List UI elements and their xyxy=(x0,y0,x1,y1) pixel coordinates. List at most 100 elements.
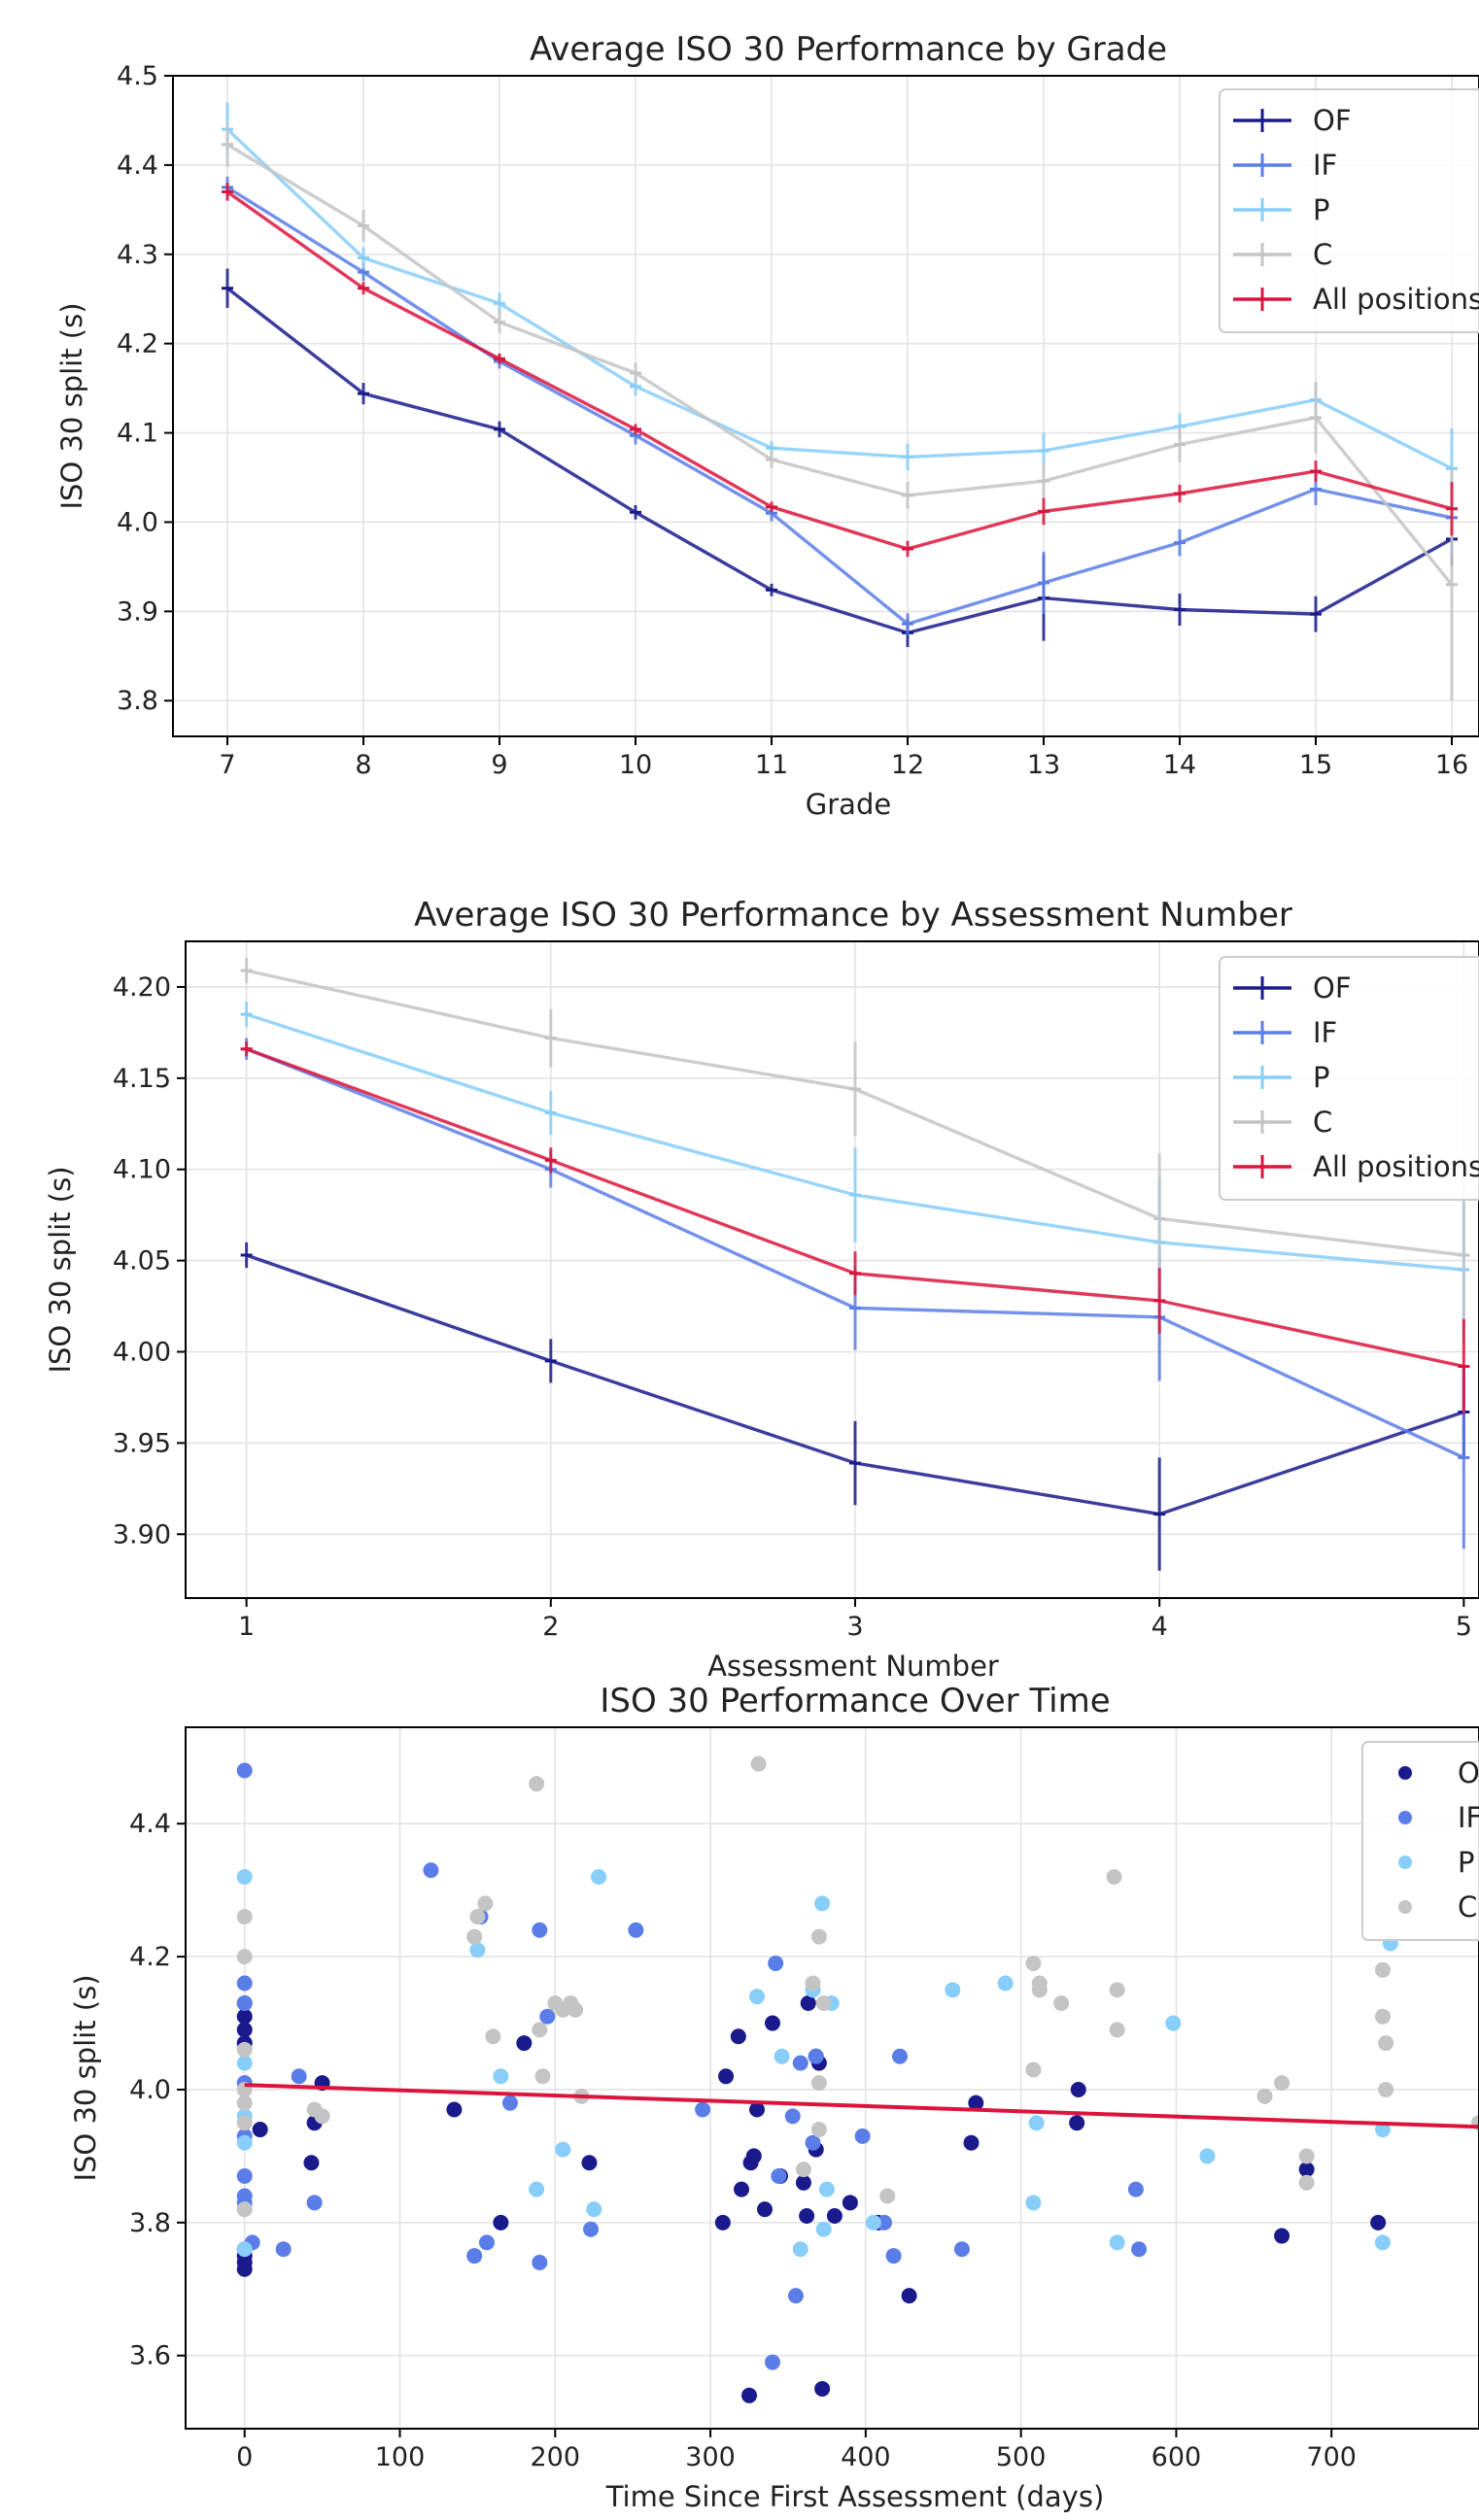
chart-title: Average ISO 30 Performance by Grade xyxy=(530,30,1167,69)
scatter-point xyxy=(236,2201,253,2218)
scatter-point xyxy=(1070,2081,1086,2097)
scatter-point xyxy=(275,2241,292,2258)
chart-title: Average ISO 30 Performance by Assessment… xyxy=(414,896,1292,935)
scatter-point xyxy=(303,2155,320,2171)
scatter-point xyxy=(466,2248,483,2265)
scatter-point xyxy=(815,2221,832,2237)
scatter-point xyxy=(466,1928,483,1945)
scatter-point xyxy=(749,2101,766,2118)
legend: OF IF PC xyxy=(1361,1741,1479,1941)
y-tick-label: 4.3 xyxy=(117,240,158,270)
y-tick-label: 4.20 xyxy=(113,972,171,1003)
series-all-positions xyxy=(240,1041,1470,1414)
scatter-point xyxy=(1374,2234,1391,2251)
x-axis-label: Time Since First Assessment (days) xyxy=(605,2480,1105,2513)
scatter-point xyxy=(583,2221,600,2237)
scatter-point xyxy=(236,2134,253,2151)
y-tick-label: 4.00 xyxy=(113,1338,171,1368)
x-tick-label: 7 xyxy=(219,750,235,780)
x-tick-label: 700 xyxy=(1306,2442,1357,2472)
x-tick-label: 10 xyxy=(619,750,652,780)
scatter-point xyxy=(784,2108,801,2125)
y-tick-label: 3.95 xyxy=(113,1428,171,1458)
legend-item-p: P xyxy=(1233,1061,1330,1094)
scatter-point xyxy=(774,2048,790,2064)
scatter-point xyxy=(539,2008,556,2025)
scatter-point xyxy=(236,2055,253,2071)
legend-label: OF xyxy=(1313,971,1352,1005)
scatter-point xyxy=(799,2208,815,2225)
plot-area xyxy=(236,1755,1479,2403)
scatter-point xyxy=(469,1909,486,1925)
scatter-point xyxy=(1131,2241,1148,2258)
legend-item-all-positions: All positions xyxy=(1233,283,1479,316)
series-if xyxy=(236,1762,1148,2370)
x-tick-label: 500 xyxy=(996,2442,1047,2472)
x-tick-label: 11 xyxy=(755,750,788,780)
scatter-point xyxy=(236,1868,253,1885)
scatter-point xyxy=(1109,2022,1125,2038)
scatter-point xyxy=(1274,2228,1290,2244)
scatter-point xyxy=(1109,1982,1125,1998)
x-tick-label: 16 xyxy=(1435,750,1468,780)
scatter-point xyxy=(968,2094,984,2111)
plot-frame xyxy=(172,75,1479,737)
legend-label: C xyxy=(1458,1890,1477,1924)
scatter-point xyxy=(1069,2115,1085,2131)
scatter-point xyxy=(885,2248,902,2265)
legend-label: P xyxy=(1313,1061,1330,1094)
x-tick-label: 4 xyxy=(1152,1612,1168,1642)
series-c xyxy=(240,957,1470,1329)
scatter-point xyxy=(568,2001,584,2018)
x-tick-label: 15 xyxy=(1299,750,1332,780)
scatter-point xyxy=(1028,2115,1045,2131)
scatter-point xyxy=(469,1942,486,1958)
scatter-point xyxy=(768,1955,784,1971)
y-tick-label: 4.4 xyxy=(129,1809,171,1839)
scatter-point xyxy=(810,1928,827,1945)
scatter-point xyxy=(795,2174,811,2191)
series-all-positions xyxy=(222,183,1458,558)
series-line xyxy=(225,127,1453,470)
x-tick-label: 300 xyxy=(685,2442,736,2472)
legend-label: C xyxy=(1313,1106,1332,1139)
legend-item-if: IF xyxy=(1398,1801,1479,1834)
scatter-point xyxy=(586,2201,602,2218)
scatter-point xyxy=(1298,2174,1315,2191)
scatter-point xyxy=(501,2094,518,2111)
scatter-point xyxy=(252,2122,268,2138)
scatter-point xyxy=(756,2201,773,2218)
series-c xyxy=(222,121,1458,701)
scatter-point xyxy=(532,1922,548,1938)
scatter-point xyxy=(236,1995,253,2012)
scatter-point xyxy=(953,2241,970,2258)
scatter-point xyxy=(493,2068,509,2085)
legend-item-p: P xyxy=(1233,193,1330,226)
scatter-point xyxy=(591,1868,607,1885)
legend-label: P xyxy=(1313,193,1330,226)
y-axis-label: ISO 30 split (s) xyxy=(55,302,88,509)
y-tick-label: 4.2 xyxy=(117,329,158,359)
scatter-point xyxy=(1370,2214,1387,2231)
y-tick-label: 4.4 xyxy=(117,151,158,181)
legend-item-of: OF xyxy=(1398,1756,1479,1789)
chart-2: 1 2 3 4 5 3.90 3.95 4.00 4.05 4.10 4.15 4.20 Average… xyxy=(44,896,1479,1683)
scatter-point xyxy=(997,1975,1014,1992)
scatter-point xyxy=(291,2068,307,2085)
scatter-point xyxy=(818,2181,835,2197)
scatter-point xyxy=(771,2167,787,2184)
legend: OF IF PC All positions xyxy=(1219,956,1479,1201)
legend-label: All positions xyxy=(1313,1150,1479,1183)
scatter-point xyxy=(236,1949,253,1965)
x-tick-label: 0 xyxy=(236,2442,253,2472)
x-axis-label: Assessment Number xyxy=(707,1650,999,1683)
x-tick-label: 1 xyxy=(238,1612,255,1642)
scatter-point xyxy=(236,2115,253,2131)
scatter-point xyxy=(306,2195,323,2211)
plot-frame xyxy=(185,940,1479,1599)
scatter-point xyxy=(236,2022,253,2038)
scatter-point xyxy=(764,2354,780,2370)
x-tick-label: 14 xyxy=(1163,750,1196,780)
x-tick-label: 12 xyxy=(891,750,924,780)
scatter-point xyxy=(236,1975,253,1992)
